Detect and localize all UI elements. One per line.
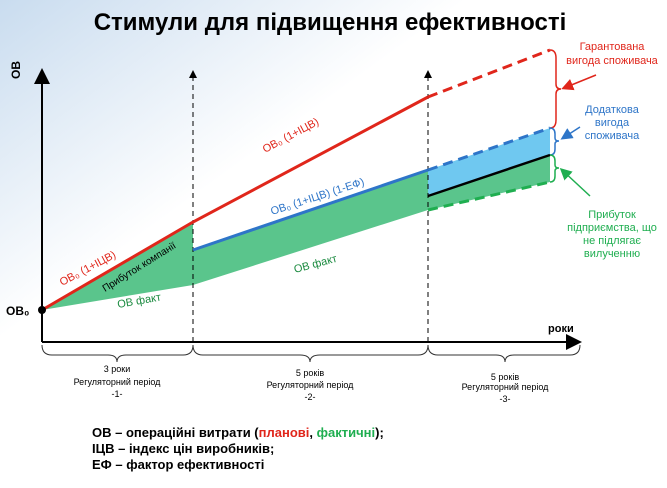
arrow <box>561 74 597 91</box>
annotation: Додаткова вигода споживача <box>585 104 640 142</box>
origin-label: ОВ₀ <box>6 304 29 318</box>
period-duration: 5 років <box>491 372 519 382</box>
annotation-text: Додаткова <box>585 104 640 116</box>
annotation-text: не підлягає <box>583 235 641 247</box>
legend-text: ); <box>375 425 384 440</box>
fact-line-forecast <box>427 180 551 212</box>
legend-text: , <box>309 425 316 440</box>
x-axis-label: роки <box>548 323 574 335</box>
period-brace <box>427 344 581 363</box>
legend-line: ІЦВ – індекс цін виробників; <box>92 441 274 456</box>
title: Стимули для підвищення ефективності <box>94 9 567 36</box>
additional-area <box>428 128 550 196</box>
period: 3 роки Регуляторний період -1- 5 років Р… <box>74 364 550 404</box>
period-duration: 5 років <box>296 368 324 378</box>
y-axis-label: ОВ <box>9 61 23 79</box>
planned-line-forecast <box>427 48 551 99</box>
period-name: Регуляторний період <box>74 377 162 387</box>
annotation-text: Прибуток <box>588 209 636 221</box>
brace <box>549 127 560 156</box>
arrow <box>559 167 591 197</box>
efficiency-line <box>192 168 429 252</box>
annotation-text: Гарантована <box>580 41 646 53</box>
period-duration: 3 роки <box>104 364 130 374</box>
annotation-text: вилученню <box>584 248 640 260</box>
legend-text: фактичні <box>317 425 375 440</box>
brace <box>549 154 560 183</box>
period-number: -3- <box>500 394 511 404</box>
origin-point <box>38 306 46 314</box>
efficiency-line-forecast <box>427 126 551 172</box>
period-number: -2- <box>305 392 316 402</box>
period-name: Регуляторний період <box>462 382 550 392</box>
period-name: Регуляторний період <box>267 380 355 390</box>
annotation-text: підприємства, що <box>567 222 657 234</box>
arrow <box>560 126 581 140</box>
period-number: -1- <box>112 389 123 399</box>
legend-line: ОВ – операційні витрати (планові, фактич… <box>92 425 384 440</box>
profit-area <box>42 170 428 310</box>
period-brace <box>192 344 429 363</box>
annotation-text: споживача <box>585 130 640 142</box>
annotation: Гарантована вигода споживача <box>566 41 659 67</box>
planned-line <box>41 95 429 312</box>
legend-text: ОВ – операційні витрати ( <box>92 425 259 440</box>
brace <box>549 49 562 129</box>
annotation-text: вигода споживача <box>566 55 659 67</box>
legend-line: ЕФ – фактор ефективності <box>92 457 264 472</box>
annotation: Прибуток підприємства, що не підлягає ви… <box>567 209 657 260</box>
retained-area <box>428 155 550 210</box>
period-brace <box>41 344 194 363</box>
retained-line <box>427 153 551 198</box>
legend-text: планові <box>259 425 310 440</box>
annotation-text: вигода <box>595 117 630 129</box>
